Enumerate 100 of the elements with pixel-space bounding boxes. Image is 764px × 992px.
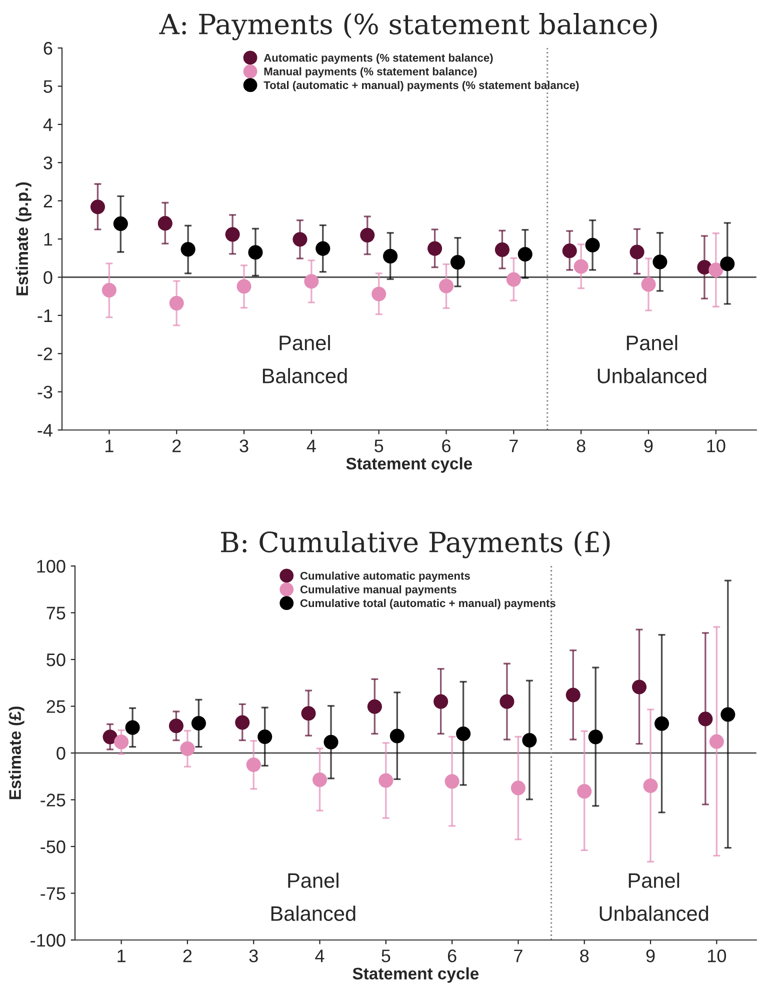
point	[367, 699, 382, 714]
point	[246, 757, 261, 772]
point	[577, 784, 592, 799]
point	[450, 255, 465, 270]
y-tick-label: 2	[44, 194, 52, 208]
point	[574, 259, 588, 274]
x-tick-label: 10	[707, 440, 726, 452]
annotation: Panel Unbalanced	[598, 335, 706, 384]
y-tick-label: -1	[38, 310, 52, 322]
x-tick-label: 1	[106, 440, 114, 452]
x-tick-label: 6	[442, 440, 450, 452]
y-tick-label: 0	[56, 746, 66, 760]
point	[428, 241, 442, 256]
point	[652, 254, 668, 270]
point	[113, 216, 128, 232]
point	[494, 242, 510, 257]
x-axis-title: Statement cycle	[352, 967, 479, 983]
y-tick-label: -2	[38, 348, 52, 360]
y-tick-label: -3	[38, 386, 52, 399]
point	[654, 716, 670, 731]
point	[390, 728, 404, 744]
point	[102, 730, 118, 744]
chart-title: A: Payments (% statement balance)	[159, 13, 657, 40]
x-tick-label: 3	[249, 950, 258, 962]
x-tick-label: 2	[183, 950, 192, 962]
legend-label: Automatic payments (% statement balance)	[264, 54, 493, 64]
annotation: Panel Unbalanced	[600, 872, 708, 921]
y-tick-label: -4	[38, 424, 52, 437]
point	[562, 244, 577, 258]
point	[630, 244, 644, 260]
point	[191, 716, 206, 731]
point	[434, 694, 448, 709]
point	[304, 274, 319, 289]
legend-label: Total (automatic + manual) payments (% statement balance)	[264, 80, 579, 92]
annotation: Panel Balanced	[262, 335, 347, 384]
legend-label: Cumulative total (automatic + manual) payments	[300, 598, 556, 610]
point	[378, 773, 394, 788]
y-tick-label: 4	[43, 118, 52, 131]
x-tick-label: 5	[374, 440, 384, 452]
point	[258, 729, 272, 744]
point	[510, 780, 526, 796]
y-tick-label: 25	[46, 700, 66, 713]
point	[312, 772, 328, 788]
legend-label: Cumulative automatic payments	[300, 572, 470, 582]
point	[114, 734, 129, 750]
y-tick-label: 50	[46, 653, 66, 666]
point	[588, 730, 603, 744]
point	[360, 228, 375, 242]
x-tick-label: 4	[306, 440, 316, 452]
point	[698, 712, 713, 726]
x-tick-label: 10	[708, 950, 726, 962]
x-tick-label: 4	[315, 950, 324, 962]
legend-label: Cumulative manual payments	[300, 585, 456, 596]
y-tick-label: -25	[40, 794, 66, 806]
x-tick-label: 9	[646, 950, 655, 962]
point	[225, 227, 240, 242]
point	[506, 272, 521, 287]
point	[500, 694, 514, 709]
point	[720, 256, 735, 272]
x-tick-label: 7	[514, 950, 522, 962]
point	[444, 774, 460, 789]
legend-label: Manual payments (% statement balance)	[264, 67, 477, 78]
point	[125, 720, 140, 735]
point	[641, 277, 656, 292]
point	[522, 733, 537, 748]
annotation: Panel Balanced	[271, 872, 356, 921]
y-tick-label: 0	[44, 271, 52, 284]
point	[236, 279, 252, 294]
x-tick-label: 8	[576, 440, 586, 452]
x-tick-label: 6	[448, 950, 456, 962]
point	[316, 241, 330, 256]
y-axis-title: Estimate (£)	[8, 706, 24, 800]
y-tick-label: 6	[44, 42, 52, 55]
point	[235, 715, 250, 730]
y-axis-title: Estimate (p.p.)	[16, 182, 32, 296]
point	[169, 296, 184, 310]
point	[456, 726, 471, 742]
y-tick-label: 3	[44, 156, 52, 170]
chart-title: B: Cumulative Payments (£)	[221, 531, 610, 558]
x-tick-label: 7	[510, 440, 518, 452]
point	[566, 688, 580, 702]
y-tick-label: -75	[40, 887, 66, 900]
point	[632, 680, 647, 694]
point	[438, 278, 454, 294]
y-tick-label: 100	[37, 560, 66, 573]
point	[709, 734, 724, 749]
point	[643, 778, 658, 794]
x-tick-label: 1	[118, 950, 126, 962]
point	[585, 238, 600, 252]
x-tick-label: 9	[644, 440, 653, 452]
y-tick-label: 1	[44, 233, 52, 246]
point	[372, 286, 386, 302]
x-tick-label: 3	[240, 440, 248, 452]
y-tick-label: 75	[46, 606, 66, 620]
point	[102, 282, 116, 298]
point	[180, 741, 195, 756]
point	[720, 707, 736, 722]
point	[90, 200, 106, 214]
point	[158, 216, 172, 231]
y-tick-label: -50	[40, 840, 66, 854]
